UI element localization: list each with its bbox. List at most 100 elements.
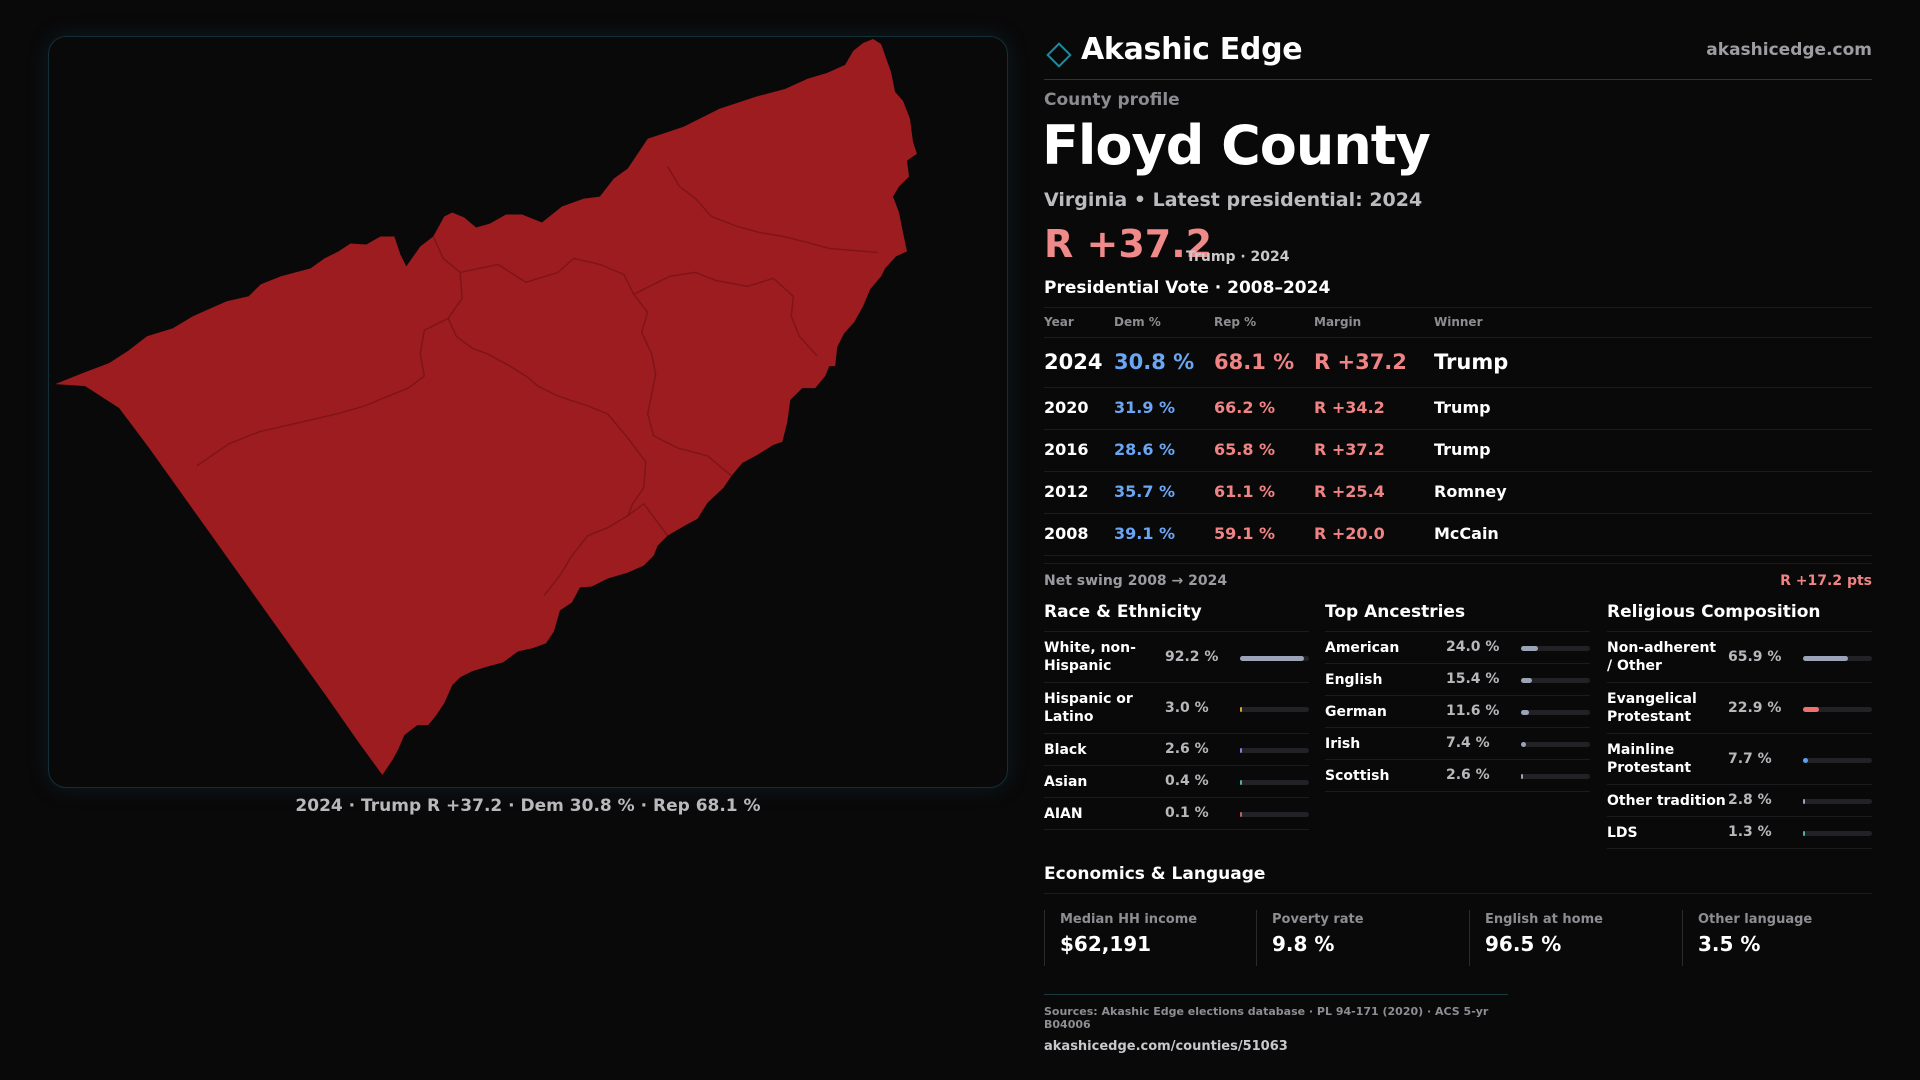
- item-value: 1.3 %: [1728, 824, 1772, 840]
- share-bar: [1521, 678, 1590, 683]
- stat-label: Poverty rate: [1272, 912, 1364, 927]
- list-item: Non-adherent / Other 65.9 %: [1607, 632, 1872, 683]
- item-value: 7.7 %: [1728, 751, 1772, 767]
- stat-english-at-home: English at home 96.5 %: [1469, 910, 1659, 966]
- share-bar-fill: [1803, 831, 1805, 836]
- stat-value: 3.5 %: [1698, 932, 1761, 956]
- share-bar: [1521, 646, 1590, 651]
- share-bar-fill: [1521, 710, 1529, 715]
- table-row: 2008 39.1 % 59.1 % R +20.0 McCain: [1044, 514, 1872, 556]
- share-bar-fill: [1521, 646, 1538, 651]
- cell-dem: 28.6 %: [1114, 440, 1176, 459]
- share-bar: [1521, 710, 1590, 715]
- list-item: AIAN 0.1 %: [1044, 798, 1309, 830]
- economics-stats: Median HH income $62,191 Poverty rate 9.…: [1044, 910, 1872, 966]
- cell-rep: 68.1 %: [1214, 350, 1295, 374]
- share-bar: [1803, 758, 1872, 763]
- list-item: American 24.0 %: [1325, 632, 1590, 664]
- stat-value: 9.8 %: [1272, 932, 1335, 956]
- item-value: 2.8 %: [1728, 792, 1772, 808]
- cell-margin: R +20.0: [1314, 524, 1385, 543]
- share-bar-fill: [1803, 707, 1819, 712]
- list-item: White, non-Hispanic 92.2 %: [1044, 632, 1309, 683]
- item-label: Asian: [1044, 774, 1088, 790]
- share-bar-fill: [1521, 742, 1526, 747]
- item-value: 7.4 %: [1446, 735, 1490, 751]
- map-caption: 2024 · Trump R +37.2 · Dem 30.8 % · Rep …: [295, 796, 761, 816]
- religion-section: Religious Composition Non-adherent / Oth…: [1607, 602, 1872, 849]
- cell-dem: 39.1 %: [1114, 524, 1176, 543]
- cell-year: 2024: [1044, 350, 1103, 374]
- share-bar: [1803, 656, 1872, 661]
- table-row: 2012 35.7 % 61.1 % R +25.4 Romney: [1044, 472, 1872, 514]
- item-label: LDS: [1607, 825, 1638, 841]
- item-value: 11.6 %: [1446, 703, 1500, 719]
- item-value: 22.9 %: [1728, 700, 1782, 716]
- item-value: 24.0 %: [1446, 639, 1500, 655]
- share-bar-fill: [1240, 748, 1242, 753]
- share-bar: [1803, 707, 1872, 712]
- item-value: 15.4 %: [1446, 671, 1500, 687]
- item-label: American: [1325, 640, 1400, 656]
- cell-winner: Trump: [1434, 440, 1491, 459]
- cell-year: 2020: [1044, 398, 1089, 417]
- item-value: 3.0 %: [1165, 700, 1209, 716]
- county-permalink[interactable]: akashicedge.com/counties/51063: [1044, 1039, 1288, 1054]
- cell-rep: 66.2 %: [1214, 398, 1276, 417]
- county-profile-panel: Akashic Edge akashicedge.com County prof…: [1042, 0, 1872, 1080]
- item-value: 0.1 %: [1165, 805, 1209, 821]
- cell-rep: 65.8 %: [1214, 440, 1276, 459]
- net-swing-label: Net swing 2008 → 2024: [1044, 573, 1228, 589]
- cell-margin: R +37.2: [1314, 350, 1407, 374]
- share-bar-fill: [1240, 707, 1242, 712]
- list-item: Asian 0.4 %: [1044, 766, 1309, 798]
- cell-margin: R +37.2: [1314, 440, 1385, 459]
- district-boundaries: [196, 166, 878, 596]
- item-label: Black: [1044, 742, 1087, 758]
- eyebrow-label: County profile: [1044, 90, 1180, 110]
- item-label: Hispanic or Latino: [1044, 691, 1133, 725]
- item-label: White, non-Hispanic: [1044, 640, 1136, 674]
- share-bar-fill: [1521, 774, 1523, 779]
- page-title: Floyd County: [1042, 114, 1431, 177]
- cell-winner: Romney: [1434, 482, 1507, 501]
- item-label: Irish: [1325, 736, 1361, 752]
- share-bar: [1521, 774, 1590, 779]
- net-swing-value: R +17.2 pts: [1780, 573, 1872, 589]
- stat-value: 96.5 %: [1485, 932, 1562, 956]
- list-item: German 11.6 %: [1325, 696, 1590, 728]
- brand-header: Akashic Edge akashicedge.com: [1044, 30, 1872, 80]
- item-label: German: [1325, 704, 1387, 720]
- item-label: Evangelical Protestant: [1607, 691, 1697, 725]
- share-bar: [1240, 656, 1309, 661]
- share-bar-fill: [1240, 812, 1242, 817]
- cell-rep: 61.1 %: [1214, 482, 1276, 501]
- item-value: 65.9 %: [1728, 649, 1782, 665]
- county-shape[interactable]: [55, 38, 917, 776]
- presidential-vote-title: Presidential Vote · 2008–2024: [1044, 278, 1331, 298]
- list-item: Mainline Protestant 7.7 %: [1607, 734, 1872, 785]
- list-item: Other tradition 2.8 %: [1607, 785, 1872, 817]
- section-title: Religious Composition: [1607, 602, 1872, 632]
- share-bar: [1240, 812, 1309, 817]
- item-label: Other tradition: [1607, 793, 1726, 809]
- stat-label: Median HH income: [1060, 912, 1198, 927]
- share-bar: [1803, 799, 1872, 804]
- stat-label: Other language: [1698, 912, 1813, 927]
- brand-name: Akashic Edge: [1081, 32, 1303, 67]
- presidential-vote-table: Year Dem % Rep % Margin Winner 2024 30.8…: [1044, 307, 1872, 556]
- cell-year: 2008: [1044, 524, 1089, 543]
- item-label: English: [1325, 672, 1383, 688]
- list-item: Black 2.6 %: [1044, 734, 1309, 766]
- share-bar: [1521, 742, 1590, 747]
- cell-dem: 31.9 %: [1114, 398, 1176, 417]
- share-bar-fill: [1803, 758, 1808, 763]
- sources-footer: Sources: Akashic Edge elections database…: [1044, 994, 1508, 1054]
- page-subtitle: Virginia • Latest presidential: 2024: [1044, 189, 1423, 211]
- item-label: Scottish: [1325, 768, 1390, 784]
- cell-margin: R +25.4: [1314, 482, 1385, 501]
- headline-margin-note: Trump · 2024: [1186, 249, 1290, 265]
- headline-margin: R +37.2: [1044, 222, 1213, 266]
- column-header-year: Year: [1044, 315, 1074, 329]
- brand-url-link[interactable]: akashicedge.com: [1706, 40, 1872, 60]
